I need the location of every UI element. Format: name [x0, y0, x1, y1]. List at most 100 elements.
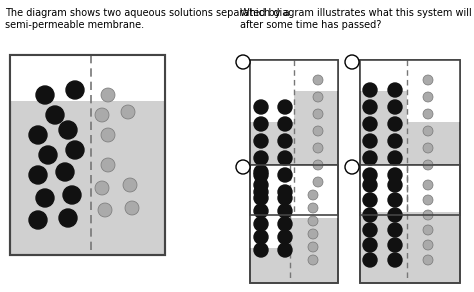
Circle shape: [59, 209, 77, 227]
Circle shape: [308, 229, 318, 239]
Circle shape: [363, 208, 377, 222]
Bar: [360, 165, 460, 283]
Circle shape: [254, 191, 268, 205]
Circle shape: [388, 193, 402, 207]
Bar: [250, 165, 338, 283]
Text: Which diagram illustrates what this system will look like
after some time has pa: Which diagram illustrates what this syst…: [240, 8, 474, 29]
Circle shape: [388, 168, 402, 182]
Circle shape: [423, 255, 433, 265]
Bar: [360, 60, 460, 215]
Circle shape: [63, 186, 81, 204]
Bar: [360, 60, 460, 215]
Circle shape: [59, 121, 77, 139]
Circle shape: [313, 92, 323, 102]
Circle shape: [308, 203, 318, 213]
Circle shape: [254, 217, 268, 231]
Circle shape: [423, 160, 433, 170]
Circle shape: [56, 163, 74, 181]
Circle shape: [39, 146, 57, 164]
Circle shape: [123, 178, 137, 192]
Circle shape: [101, 158, 115, 172]
Circle shape: [313, 160, 323, 170]
Circle shape: [46, 106, 64, 124]
Circle shape: [125, 201, 139, 215]
Circle shape: [278, 230, 292, 244]
Circle shape: [423, 109, 433, 119]
Circle shape: [363, 168, 377, 182]
Circle shape: [236, 55, 250, 69]
Circle shape: [423, 92, 433, 102]
Bar: [290, 165, 338, 218]
Circle shape: [388, 117, 402, 131]
Circle shape: [345, 160, 359, 174]
Bar: [250, 60, 338, 215]
Circle shape: [363, 178, 377, 192]
Circle shape: [363, 134, 377, 148]
Bar: [294, 60, 338, 91]
Circle shape: [423, 195, 433, 205]
Circle shape: [308, 190, 318, 200]
Bar: [250, 60, 338, 215]
Circle shape: [388, 134, 402, 148]
Bar: [407, 165, 460, 212]
Circle shape: [278, 117, 292, 131]
Circle shape: [388, 100, 402, 114]
Circle shape: [278, 217, 292, 231]
Circle shape: [66, 81, 84, 99]
Circle shape: [388, 178, 402, 192]
Circle shape: [278, 134, 292, 148]
Circle shape: [313, 109, 323, 119]
Circle shape: [254, 134, 268, 148]
Circle shape: [363, 83, 377, 97]
Circle shape: [423, 75, 433, 85]
Circle shape: [278, 168, 292, 182]
Bar: [250, 60, 294, 122]
Circle shape: [29, 126, 47, 144]
Bar: [10, 55, 165, 255]
Circle shape: [254, 151, 268, 165]
Circle shape: [278, 185, 292, 199]
Circle shape: [313, 75, 323, 85]
Circle shape: [254, 243, 268, 257]
Circle shape: [29, 166, 47, 184]
Circle shape: [308, 216, 318, 226]
Circle shape: [363, 253, 377, 267]
Circle shape: [95, 108, 109, 122]
Circle shape: [363, 151, 377, 165]
Circle shape: [98, 203, 112, 217]
Circle shape: [254, 185, 268, 199]
Circle shape: [308, 255, 318, 265]
Circle shape: [363, 223, 377, 237]
Circle shape: [313, 177, 323, 187]
Circle shape: [423, 143, 433, 153]
Circle shape: [101, 128, 115, 142]
Circle shape: [278, 204, 292, 218]
Circle shape: [388, 253, 402, 267]
Circle shape: [313, 126, 323, 136]
Circle shape: [95, 181, 109, 195]
Circle shape: [278, 243, 292, 257]
Bar: [250, 165, 338, 283]
Circle shape: [313, 143, 323, 153]
Bar: [10, 55, 165, 101]
Bar: [360, 60, 407, 91]
Circle shape: [36, 86, 54, 104]
Circle shape: [388, 238, 402, 252]
Bar: [407, 60, 460, 122]
Circle shape: [423, 240, 433, 250]
Circle shape: [278, 100, 292, 114]
Circle shape: [236, 160, 250, 174]
Circle shape: [308, 242, 318, 252]
Circle shape: [254, 204, 268, 218]
Circle shape: [254, 230, 268, 244]
Circle shape: [254, 100, 268, 114]
Circle shape: [254, 178, 268, 192]
Circle shape: [388, 223, 402, 237]
Bar: [250, 165, 290, 248]
Circle shape: [254, 165, 268, 179]
Circle shape: [66, 141, 84, 159]
Circle shape: [254, 117, 268, 131]
Circle shape: [36, 189, 54, 207]
Circle shape: [388, 151, 402, 165]
Circle shape: [101, 88, 115, 102]
